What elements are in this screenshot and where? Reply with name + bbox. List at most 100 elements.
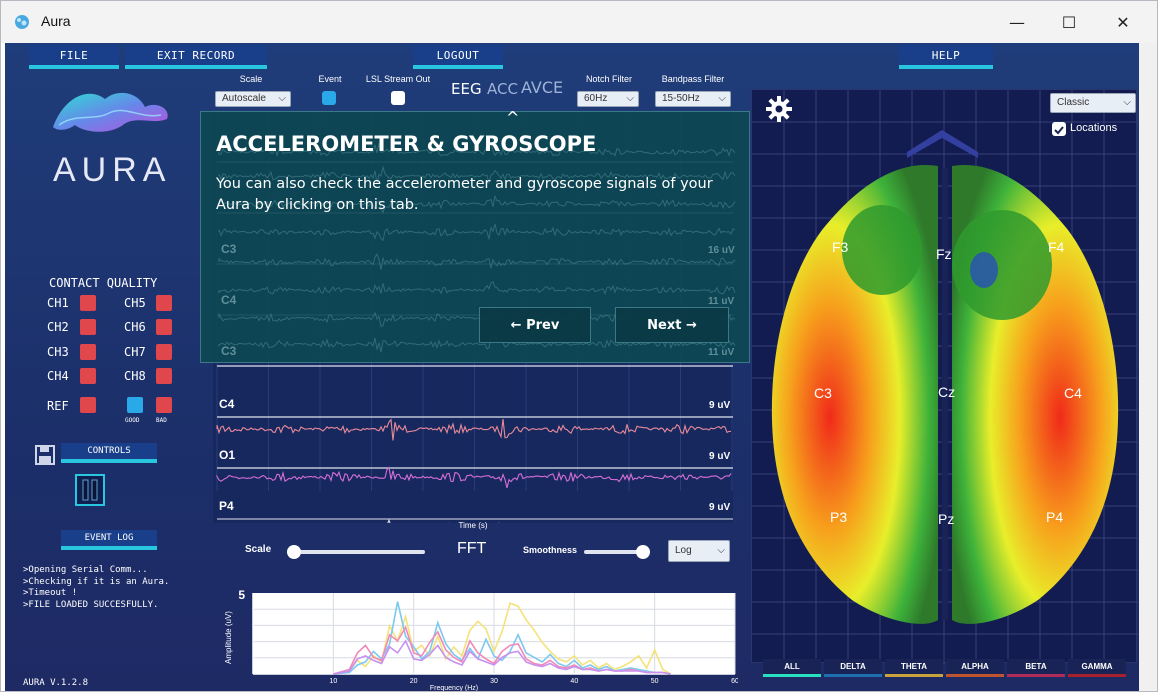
activity-region [952,210,1052,320]
channel-scale-c4: 9 uV [709,400,731,411]
ch3-quality-indicator [80,344,96,360]
minimize-button[interactable]: — [1009,12,1025,32]
fft-x-axis-label: Frequency (Hz) [430,685,478,691]
help-button[interactable]: HELP [899,45,993,69]
band-beta-button[interactable]: BETA [1007,659,1065,677]
tutorial-tooltip: C3 16 uV C4 11 uV C3 11 uV ^ ACCELEROMET… [200,108,750,363]
scale-select[interactable]: Autoscale ⌵ [215,91,291,107]
band-gamma-button[interactable]: GAMMA [1068,659,1126,677]
maximize-button[interactable]: ☐ [1061,12,1077,32]
event-checkbox[interactable] [322,91,336,105]
window-scrollbar[interactable] [1139,43,1157,691]
fft-scale-slider[interactable] [287,545,425,559]
hidden-channel-scale: 11 uV [708,347,735,358]
lsl-checkbox[interactable] [391,91,405,105]
bad-legend-swatch [156,397,172,413]
activity-region [970,252,998,288]
hidden-channel-scale: 16 uV [708,245,735,256]
band-alpha-button[interactable]: ALPHA [946,659,1004,677]
tab-avce[interactable]: AVCE [521,78,564,97]
locations-label: Locations [1070,122,1118,134]
ghost-eeg-trace [218,334,736,353]
locations-checkbox[interactable] [1052,122,1066,136]
lsl-label: LSL Stream Out [365,74,431,84]
ghost-eeg-trace [218,194,736,214]
fft-x-tick-label: 10 [329,678,337,685]
electrode-label-p3: P3 [830,509,847,525]
fft-series-0 [333,602,672,675]
event-log-button[interactable]: EVENT LOG [61,530,157,550]
ch8-label: CH8 [124,369,146,383]
electrode-label-pz: Pz [938,511,954,527]
pause-icon [82,479,98,501]
band-all-button[interactable]: ALL [763,659,821,677]
ch1-quality-indicator [80,295,96,311]
smoothness-slider-handle[interactable] [636,545,650,559]
activity-region [842,205,922,295]
tooltip-prev-button[interactable]: ← Prev [479,307,591,343]
channel-label-o1: O1 [219,448,236,462]
brain-topography-map: F3 Fz F4 C3 Cz C4 P3 Pz P4 [752,90,1138,664]
electrode-label-f3: F3 [832,239,849,255]
bandpass-label: Bandpass Filter [661,74,725,84]
fft-title: FFT [457,540,487,557]
fft-scale-slider-handle[interactable] [287,545,301,559]
ch6-quality-indicator [156,319,172,335]
smoothness-slider[interactable] [584,545,650,559]
eeg-trace-o1 [216,466,732,489]
file-menu-button[interactable]: FILE [29,45,119,69]
exit-record-button[interactable]: EXIT RECORD [125,45,267,69]
chevron-down-icon: ⌵ [278,93,286,104]
good-legend-swatch [127,397,143,413]
band-delta-button[interactable]: DELTA [824,659,882,677]
ghost-eeg-trace [218,223,736,242]
tooltip-body: You can also check the accelerometer and… [216,176,713,213]
fft-y-tick-label: 5 [238,588,245,602]
band-theta-button[interactable]: THETA [885,659,943,677]
tab-acc[interactable]: ACC [487,80,518,98]
ch7-label: CH7 [124,345,146,359]
checkbox-icon [1054,126,1064,135]
electrode-label-cz: Cz [938,384,955,400]
ch8-quality-indicator [156,368,172,384]
brain-map-panel: F3 Fz F4 C3 Cz C4 P3 Pz P4 Classic ⌵ [751,89,1138,664]
bandpass-select[interactable]: 15-50Hz ⌵ [655,91,731,107]
fft-scale-mode-select[interactable]: Log ⌵ [668,540,730,562]
ref-label: REF [47,399,69,413]
controls-button[interactable]: CONTROLS [61,443,157,463]
ref-quality-indicator [80,397,96,413]
ch7-quality-indicator [156,344,172,360]
event-label: Event [318,74,342,84]
chevron-down-icon: ⌵ [626,93,634,104]
save-icon[interactable] [35,445,55,465]
notch-select[interactable]: 60Hz ⌵ [577,91,639,107]
close-button[interactable]: ✕ [1116,12,1130,32]
ch5-label: CH5 [124,296,146,310]
tab-eeg[interactable]: EEG [451,80,482,98]
ch2-quality-indicator [80,319,96,335]
contact-quality-title: CONTACT QUALITY [49,276,158,290]
ch4-label: CH4 [47,369,69,383]
fft-x-tick-label: 50 [651,678,659,685]
aura-app-icon [15,15,29,29]
ghost-eeg-trace [218,253,736,270]
gear-icon[interactable] [764,94,794,124]
brand-name: AURA [53,151,171,189]
ch3-label: CH3 [47,345,69,359]
fft-x-tick-label: 30 [490,678,498,685]
eeg-trace-c4 [216,418,732,441]
map-mode-select[interactable]: Classic ⌵ [1050,93,1136,113]
window-title: Aura [41,13,71,29]
pause-button[interactable] [75,474,105,506]
aura-app: FILE EXIT RECORD LOGOUT HELP AURA CONTAC… [5,43,1139,691]
ghost-eeg-trace [218,165,736,185]
logout-button[interactable]: LOGOUT [413,45,503,69]
hidden-channel-label: C4 [221,293,237,307]
ghost-eeg-trace [218,142,736,158]
tooltip-background-traces [218,142,736,353]
ch1-label: CH1 [47,296,69,310]
tooltip-next-button[interactable]: Next → [615,307,729,343]
ch2-label: CH2 [47,320,69,334]
fft-x-tick-label: 60 [731,678,738,685]
